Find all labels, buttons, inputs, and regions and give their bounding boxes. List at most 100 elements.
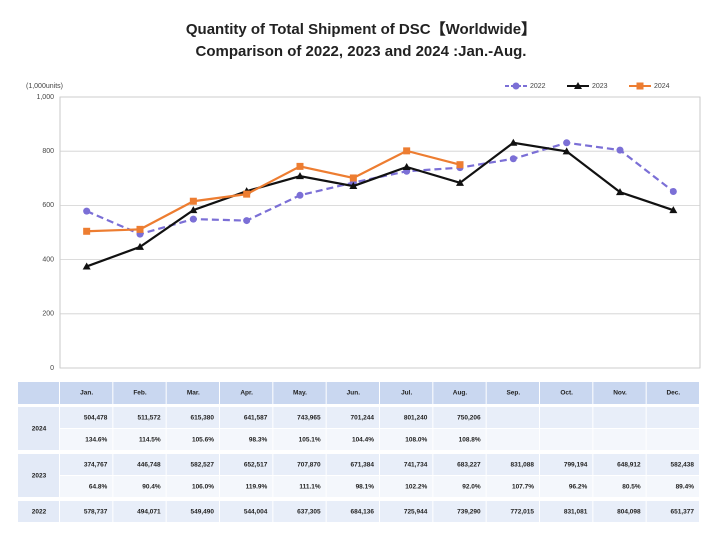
point bbox=[616, 188, 624, 196]
table-header-cell bbox=[433, 382, 486, 404]
table-cell: 111.1% bbox=[299, 484, 321, 491]
chart-subtitle: Comparison of 2022, 2023 and 2024 :Jan.-… bbox=[196, 43, 527, 60]
table-cell-bg bbox=[646, 407, 699, 428]
table-cell-bg bbox=[540, 501, 593, 522]
table-cell-bg bbox=[273, 454, 326, 475]
point bbox=[296, 162, 304, 170]
table-cell-bg bbox=[273, 407, 326, 428]
table-header-cell bbox=[540, 382, 593, 404]
table-cell: 89.4% bbox=[676, 484, 695, 491]
table-cell: 105.6% bbox=[192, 437, 214, 444]
table-cell-bg bbox=[380, 476, 433, 497]
table-cell: 707,870 bbox=[297, 462, 321, 469]
table-cell: 446,748 bbox=[137, 462, 161, 469]
table-cell: 725,944 bbox=[404, 509, 428, 516]
point bbox=[82, 262, 91, 270]
y-tick-label: 200 bbox=[42, 311, 54, 318]
table-cell-bg bbox=[433, 476, 486, 497]
table-cell-bg bbox=[220, 476, 273, 497]
table-row-label: 2022 bbox=[32, 509, 47, 516]
table-cell-bg bbox=[433, 454, 486, 475]
point bbox=[512, 82, 520, 90]
y-tick-label: 1,000 bbox=[36, 94, 54, 101]
table-cell: 750,206 bbox=[457, 415, 481, 422]
point bbox=[189, 206, 198, 214]
table-cell: 684,136 bbox=[351, 509, 375, 516]
table-cell: 615,380 bbox=[191, 415, 215, 422]
table-cell-bg bbox=[166, 454, 219, 475]
table-header-cell bbox=[593, 382, 646, 404]
table-cell-bg bbox=[113, 429, 166, 450]
table-cell: 90.4% bbox=[142, 484, 161, 491]
table-header: Sep. bbox=[506, 390, 520, 397]
table-cell: 98.1% bbox=[356, 484, 375, 491]
table-cell-bg bbox=[593, 429, 646, 450]
table-header: Jun. bbox=[347, 390, 361, 397]
table-cell-bg bbox=[486, 476, 539, 497]
y-tick-label: 800 bbox=[42, 148, 54, 155]
table-header: Jul. bbox=[401, 390, 412, 397]
point bbox=[243, 217, 251, 225]
legend-label: 2024 bbox=[654, 83, 670, 90]
table-cell: 134.6% bbox=[85, 437, 107, 444]
table-cell-bg bbox=[380, 429, 433, 450]
table-cell: 114.5% bbox=[139, 437, 161, 444]
table-row-label: 2024 bbox=[32, 426, 47, 433]
table-cell: 683,227 bbox=[457, 462, 481, 469]
table-header-cell bbox=[113, 382, 166, 404]
point bbox=[189, 215, 197, 223]
table-cell-bg bbox=[593, 454, 646, 475]
table-header: Nov. bbox=[613, 390, 627, 397]
table-cell: 578,737 bbox=[84, 509, 108, 516]
table-cell-bg bbox=[113, 454, 166, 475]
point bbox=[349, 174, 357, 182]
table-row-label-cell bbox=[18, 454, 59, 497]
table-cell-bg bbox=[593, 501, 646, 522]
table-cell-bg bbox=[166, 407, 219, 428]
table-header-cell bbox=[166, 382, 219, 404]
table-cell-bg bbox=[433, 501, 486, 522]
table-cell-bg bbox=[646, 429, 699, 450]
table-cell-bg bbox=[433, 429, 486, 450]
point bbox=[669, 206, 678, 214]
table-header-cell bbox=[220, 382, 273, 404]
table-cell: 108.8% bbox=[459, 437, 481, 444]
table-cell-bg bbox=[113, 476, 166, 497]
table-cell: 92.0% bbox=[462, 484, 481, 491]
table-cell: 641,587 bbox=[244, 415, 268, 422]
table-header: Aug. bbox=[453, 390, 468, 397]
point bbox=[83, 227, 91, 235]
table-cell: 96.2% bbox=[569, 484, 588, 491]
table-cell: 80.5% bbox=[622, 484, 641, 491]
legend-label: 2023 bbox=[592, 83, 608, 90]
table-header: Apr. bbox=[240, 390, 253, 397]
point bbox=[574, 82, 582, 89]
point bbox=[456, 161, 464, 169]
table-cell: 106.0% bbox=[192, 484, 214, 491]
point bbox=[349, 182, 358, 190]
table-cell: 651,377 bbox=[671, 509, 695, 516]
table-cell-bg bbox=[326, 454, 379, 475]
point bbox=[402, 162, 411, 170]
table-cell: 104.4% bbox=[352, 437, 374, 444]
table-cell-bg bbox=[486, 429, 539, 450]
table-header: May. bbox=[293, 390, 307, 397]
table-cell-bg bbox=[220, 407, 273, 428]
table-cell-bg bbox=[380, 501, 433, 522]
table-header-cell bbox=[60, 382, 113, 404]
plot-frame bbox=[59, 96, 701, 369]
table-cell: 799,194 bbox=[564, 462, 588, 469]
point bbox=[669, 187, 677, 195]
series-line bbox=[86, 141, 675, 236]
table-cell-bg bbox=[593, 476, 646, 497]
point bbox=[296, 191, 304, 199]
table-cell-bg bbox=[326, 501, 379, 522]
table-cell: 98.3% bbox=[249, 437, 268, 444]
point bbox=[83, 207, 91, 215]
point bbox=[403, 147, 411, 155]
table-cell: 549,490 bbox=[191, 509, 215, 516]
table-cell-bg bbox=[646, 476, 699, 497]
table-cell: 108.0% bbox=[405, 437, 427, 444]
table-header-cell bbox=[380, 382, 433, 404]
table-cell: 494,071 bbox=[137, 509, 161, 516]
